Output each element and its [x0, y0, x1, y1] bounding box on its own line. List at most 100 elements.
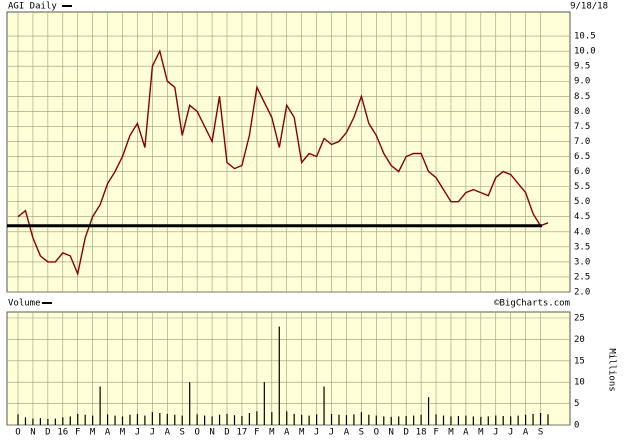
x-tick-label: J [508, 428, 513, 438]
volume-bar [480, 416, 482, 425]
y-tick-label: 5.0 [574, 197, 590, 207]
volume-bar [77, 413, 79, 425]
volume-bar [398, 416, 400, 425]
volume-bar [390, 416, 392, 425]
y-tick-label: 9.5 [574, 62, 590, 72]
y-tick-label: 10 [574, 378, 585, 388]
volume-bar [427, 397, 430, 425]
y-tick-label: 10.5 [574, 32, 596, 42]
volume-bar [99, 386, 101, 425]
y-tick-label: 6.0 [574, 167, 590, 177]
volume-bar [301, 414, 303, 425]
volume-bar [24, 417, 27, 425]
volume-bar [69, 416, 71, 425]
volume-bar [233, 415, 236, 425]
x-tick-label: A [165, 428, 171, 438]
volume-bar [532, 413, 534, 425]
y-tick-label: 5.5 [574, 182, 590, 192]
volume-bar [315, 414, 318, 425]
volume-bar [174, 414, 176, 425]
volume-bar [189, 382, 191, 425]
volume-bar [495, 415, 497, 425]
x-tick-label: J [150, 428, 155, 438]
volume-bar [360, 412, 362, 425]
x-tick-label: A [105, 428, 111, 438]
x-tick-label: N [30, 428, 35, 438]
volume-bar [308, 415, 310, 425]
date-label: 9/18/18 [570, 2, 608, 12]
volume-bar [413, 415, 415, 425]
x-tick-label: A [463, 428, 469, 438]
volume-bar [151, 412, 153, 425]
volume-bar [286, 411, 288, 425]
volume-bar [39, 418, 41, 425]
volume-bar [405, 416, 407, 425]
volume-bar [472, 416, 474, 425]
y-tick-label: 8.0 [574, 107, 590, 117]
x-tick-label: M [448, 428, 454, 438]
source-label: ©BigCharts.com [494, 299, 570, 309]
volume-bar [510, 416, 512, 425]
x-tick-label: N [209, 428, 214, 438]
volume-bar [47, 419, 49, 425]
volume-panel [6, 311, 571, 426]
volume-bar [248, 413, 251, 425]
volume-bar [435, 414, 437, 425]
x-tick-label: S [180, 428, 185, 438]
x-tick-label: F [75, 428, 80, 438]
volume-bar [353, 414, 355, 425]
volume-bar [442, 415, 445, 425]
x-tick-label: D [224, 428, 229, 438]
x-tick-label: O [374, 428, 379, 438]
volume-bar [166, 413, 168, 425]
volume-bar [375, 415, 377, 425]
volume-bar [450, 416, 452, 425]
volume-bar [159, 413, 161, 425]
x-tick-label: D [403, 428, 408, 438]
y-tick-label: 8.5 [574, 92, 590, 102]
x-tick-label: F [433, 428, 438, 438]
price-line [17, 49, 549, 277]
volume-bar [121, 416, 124, 425]
x-tick-label: M [269, 428, 275, 438]
chart-title: AGI Daily [8, 2, 57, 12]
volume-bar [256, 411, 258, 425]
volume-bar [62, 417, 64, 425]
y-tick-label: 5 [574, 399, 579, 409]
y-tick-label: 25 [574, 313, 585, 323]
x-tick-label: N [389, 428, 394, 438]
x-tick-label: F [254, 428, 259, 438]
volume-bar [368, 414, 370, 425]
y-tick-label: 7.0 [574, 137, 590, 147]
y-tick-label: 10.0 [574, 47, 596, 57]
volume-bar [525, 414, 527, 425]
y-tick-label: 2.0 [574, 288, 590, 298]
x-tick-label: 16 [57, 428, 68, 438]
volume-bar [323, 386, 325, 425]
volume-bar [144, 415, 146, 425]
volume-bar [457, 416, 460, 425]
x-tick-label: J [493, 428, 498, 438]
x-tick-label: S [538, 428, 543, 438]
y-tick-label: 4.5 [574, 212, 590, 222]
volume-bar [17, 414, 19, 425]
x-tick-label: A [523, 428, 529, 438]
volume-bar [226, 413, 228, 425]
volume-bar [383, 416, 385, 425]
volume-bar [278, 326, 280, 425]
volume-bar [487, 416, 489, 425]
volume-bar [129, 414, 131, 425]
volume-bar [241, 416, 243, 425]
x-tick-label: J [329, 428, 334, 438]
y-tick-label: 3.5 [574, 242, 590, 252]
volume-bar [293, 413, 295, 425]
volume-bar [547, 414, 549, 425]
volume-bar [218, 414, 221, 425]
x-tick-label: M [478, 428, 484, 438]
volume-bar [338, 414, 340, 425]
y-tick-label: 7.5 [574, 122, 590, 132]
x-tick-label: O [194, 428, 199, 438]
volume-bar [54, 418, 56, 425]
x-tick-label: A [344, 428, 350, 438]
